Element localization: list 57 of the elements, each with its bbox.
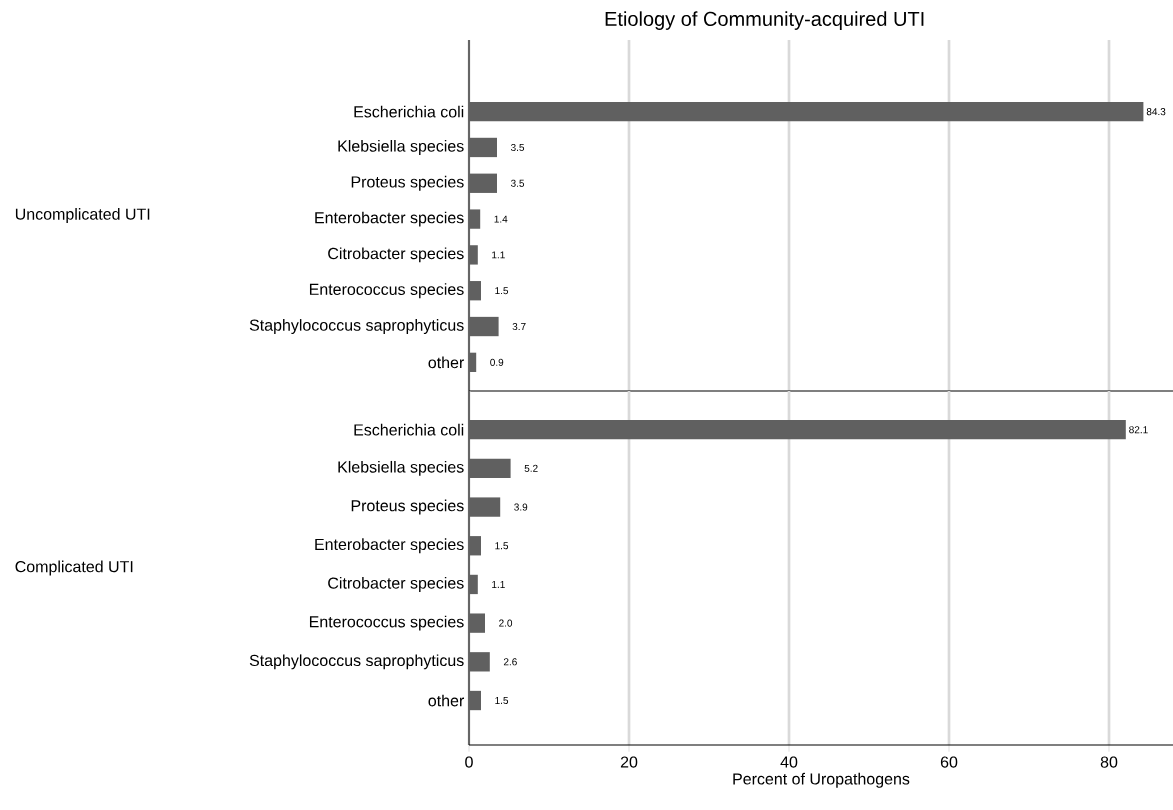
y-tick-label: Klebsiella species (338, 460, 464, 476)
y-tick-label: Citrobacter species (328, 247, 464, 263)
bar (469, 209, 481, 229)
y-tick-label: Citrobacter species (328, 577, 464, 592)
bar (469, 173, 497, 193)
bar (469, 281, 481, 301)
x-axis-title: Percent of Uropathogens (733, 772, 910, 788)
bar (469, 101, 1144, 122)
data-label: 0.9 (490, 358, 504, 366)
data-label: 1.5 (495, 542, 509, 550)
bar (469, 652, 490, 672)
data-label: 2.0 (499, 619, 513, 627)
data-label: 3.5 (510, 179, 525, 187)
y-tick-label: Enterobacter species (315, 538, 464, 554)
y-tick-label: Escherichia coli (354, 423, 464, 436)
y-axis-title: Uncomplicated UTI (15, 208, 150, 223)
bar (469, 690, 481, 711)
data-label: 1.4 (494, 215, 508, 223)
data-label: 3.9 (514, 503, 528, 511)
y-tick-label: Escherichia coli (354, 105, 464, 118)
data-label: 2.6 (503, 658, 517, 666)
data-label: 3.5 (510, 143, 525, 151)
y-tick-label: other (428, 356, 465, 369)
x-tick-label: 80 (1100, 756, 1118, 768)
data-label: 1.1 (492, 581, 505, 588)
y-tick-label: Klebsiella species (338, 140, 464, 155)
y-tick-label: Enterobacter species (315, 211, 464, 227)
y-tick-label: Enterococcus species (309, 283, 464, 299)
data-label: 82.1 (1129, 426, 1148, 434)
bar (469, 536, 481, 556)
data-label: 84.3 (1146, 108, 1166, 116)
bar (469, 420, 1126, 440)
bar (469, 352, 477, 373)
bar (469, 497, 501, 517)
bar (469, 245, 478, 265)
bar (469, 613, 485, 633)
data-label: 1.5 (495, 287, 509, 295)
chart-title: Etiology of Community-acquired UTI (605, 11, 924, 30)
bar (469, 458, 511, 479)
y-tick-label: Enterococcus species (309, 615, 464, 631)
x-tick-label: 0 (465, 756, 473, 768)
x-tick-label: 60 (940, 756, 958, 768)
bar (469, 137, 497, 158)
y-tick-label: Staphylococcus saprophyticus (249, 654, 464, 670)
y-tick-label: Proteus species (351, 175, 464, 191)
x-tick-label: 40 (780, 756, 798, 768)
data-label: 1.1 (492, 251, 505, 259)
y-axis-title: Complicated UTI (15, 560, 133, 576)
bar (469, 574, 478, 595)
data-label: 5.2 (524, 464, 538, 472)
y-tick-label: Proteus species (351, 499, 464, 515)
y-tick-label: other (428, 694, 465, 707)
bar (469, 316, 499, 337)
data-label: 1.5 (495, 697, 509, 705)
x-tick-label: 20 (620, 756, 638, 768)
data-label: 3.7 (512, 322, 526, 331)
y-tick-label: Staphylococcus saprophyticus (249, 319, 464, 334)
